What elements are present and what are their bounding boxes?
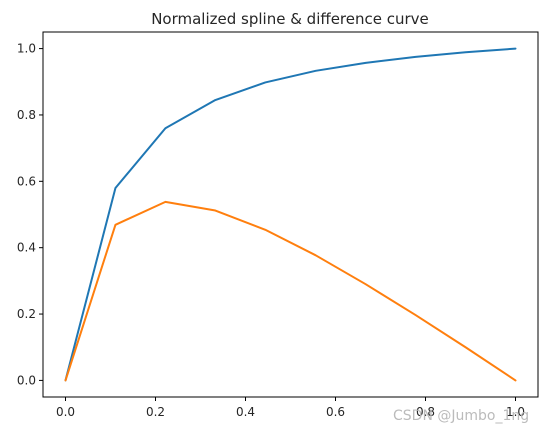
y-tick-label: 0.0 (17, 373, 36, 387)
x-axis-ticks: 0.0 0.2 0.4 0.6 0.8 1.0 (56, 397, 525, 419)
watermark-text: CSDN @Jumbo_1ng (393, 408, 529, 424)
series-layer (64, 47, 517, 382)
y-tick-label: 1.0 (17, 42, 36, 56)
x-tick-label: 0.8 (416, 405, 435, 419)
series-line-blue (64, 47, 517, 382)
x-tick-label: 0.6 (326, 405, 345, 419)
chart-title: Normalized spline & difference curve (151, 10, 429, 28)
y-tick-label: 0.2 (17, 307, 36, 321)
x-tick-label: 1.0 (506, 405, 525, 419)
plot-area (42, 31, 539, 398)
y-axis-ticks: 0.0 0.2 0.4 0.6 0.8 1.0 (17, 42, 43, 387)
x-tick-label: 0.2 (146, 405, 165, 419)
series-line-orange (64, 200, 517, 382)
x-tick-label: 0.4 (236, 405, 255, 419)
x-tick-label: 0.0 (56, 405, 75, 419)
y-tick-label: 0.4 (17, 241, 36, 255)
y-tick-label: 0.6 (17, 174, 36, 188)
y-tick-label: 0.8 (17, 108, 36, 122)
